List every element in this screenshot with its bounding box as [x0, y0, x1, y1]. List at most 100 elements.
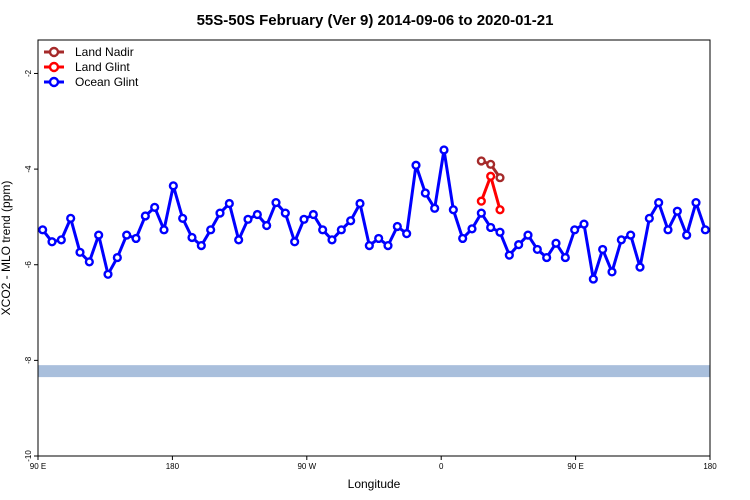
data-point: [551, 238, 561, 248]
data-point: [94, 230, 104, 240]
data-point: [560, 252, 570, 263]
data-point: [598, 244, 608, 255]
data-point: [542, 252, 552, 263]
x-tick-label: 0: [439, 462, 444, 471]
data-point: [495, 173, 505, 183]
data-point: [392, 221, 402, 232]
data-point: [38, 225, 48, 235]
x-axis-label: Longitude: [348, 477, 401, 491]
legend-label: Ocean Glint: [75, 75, 139, 89]
data-point: [224, 198, 234, 209]
data-point: [271, 197, 281, 208]
data-point: [346, 216, 356, 226]
data-point: [700, 225, 710, 235]
data-point: [486, 171, 496, 181]
data-point: [355, 198, 365, 209]
data-point: [495, 227, 505, 237]
data-point: [448, 205, 458, 215]
data-point: [187, 232, 197, 243]
data-point: [476, 196, 486, 206]
data-point: [476, 156, 486, 166]
data-point: [691, 197, 701, 208]
legend-label: Land Nadir: [75, 45, 134, 59]
data-point: [486, 159, 496, 169]
data-point: [523, 230, 533, 240]
data-point: [374, 233, 384, 244]
data-point: [402, 229, 412, 239]
data-point: [159, 225, 169, 235]
x-tick-label: 90 E: [567, 462, 583, 471]
legend-swatch-marker: [48, 61, 60, 73]
data-band: [38, 365, 710, 378]
data-point: [588, 274, 598, 284]
data-point: [178, 213, 188, 223]
data-point: [47, 237, 57, 247]
data-point: [458, 233, 468, 244]
data-point: [439, 145, 449, 155]
data-point: [280, 208, 290, 218]
plot-frame: [37, 39, 711, 457]
y-axis: -2 -4 -6 -8 -10: [24, 69, 38, 462]
data-point: [682, 230, 692, 240]
data-point: [514, 240, 524, 250]
data-point: [262, 220, 272, 231]
data-point: [140, 211, 150, 221]
data-point: [327, 235, 337, 245]
data-point: [364, 241, 374, 251]
x-tick-label: 90 W: [297, 462, 316, 471]
data-point: [206, 225, 216, 235]
y-tick-label: -4: [24, 165, 33, 173]
data-point: [243, 214, 253, 224]
data-point: [486, 222, 496, 233]
y-axis-label: XCO2 - MLO trend (ppm): [0, 181, 13, 316]
data-point: [430, 203, 440, 213]
data-point: [607, 267, 617, 277]
data-point: [495, 205, 505, 215]
data-point: [635, 262, 645, 272]
data-point: [308, 209, 318, 220]
data-point: [150, 202, 160, 212]
data-point: [644, 213, 654, 223]
data-point: [504, 250, 514, 260]
y-tick-label: -8: [24, 356, 33, 364]
y-tick-label: -10: [24, 450, 33, 462]
data-point: [122, 230, 132, 240]
data-point: [196, 241, 206, 251]
data-point: [84, 257, 94, 267]
data-point: [56, 235, 66, 245]
y-tick-label: -2: [24, 69, 33, 77]
plot-area: [38, 145, 710, 378]
x-axis: 90 E 180 90 W 0 90 E 180: [30, 456, 717, 471]
data-point: [579, 219, 589, 229]
legend-swatch-marker: [48, 76, 60, 88]
data-point: [672, 206, 682, 216]
data-point: [654, 197, 664, 208]
x-tick-label: 180: [166, 462, 180, 471]
data-point: [234, 235, 244, 245]
legend-swatch-marker: [48, 46, 60, 58]
chart-title: 55S-50S February (Ver 9) 2014-09-06 to 2…: [197, 12, 554, 29]
data-point: [663, 225, 673, 235]
data-point: [66, 213, 76, 223]
data-point: [168, 181, 178, 191]
x-tick-label: 90 E: [30, 462, 46, 471]
data-point: [336, 225, 346, 235]
data-point: [112, 252, 122, 263]
data-point: [467, 224, 477, 234]
x-tick-label: 180: [703, 462, 717, 471]
data-point: [299, 214, 309, 224]
data-point: [411, 160, 421, 170]
y-tick-label: -6: [24, 261, 33, 269]
data-point: [570, 225, 580, 235]
data-point: [420, 188, 430, 198]
data-point: [215, 208, 225, 218]
data-point: [103, 269, 113, 279]
data-point: [532, 244, 542, 255]
data-point: [131, 233, 141, 244]
data-point: [616, 235, 626, 245]
legend-label: Land Glint: [75, 60, 130, 74]
data-point: [476, 208, 486, 218]
data-point: [383, 241, 393, 251]
